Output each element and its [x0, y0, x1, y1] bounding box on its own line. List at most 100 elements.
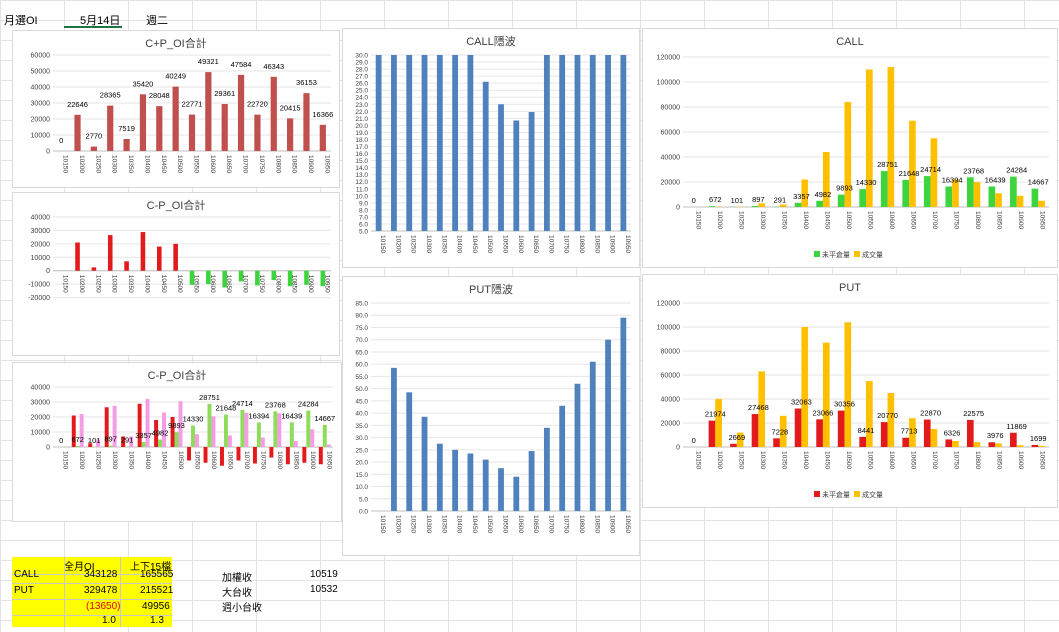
summary-value-a[interactable]: 1.0	[102, 615, 116, 626]
bar-series	[375, 55, 382, 231]
summary-value-a[interactable]: 329478	[84, 585, 118, 596]
close-label[interactable]: 週小台收	[222, 603, 262, 614]
close-value[interactable]: 10519	[310, 569, 338, 580]
bar-series	[141, 441, 146, 447]
y-tick-label: 10.0	[355, 484, 368, 491]
data-label: 29361	[214, 89, 235, 98]
bar-series	[211, 416, 216, 447]
x-tick-label: 10500	[845, 451, 852, 469]
bar-series	[205, 72, 212, 151]
data-label: 24284	[298, 400, 319, 409]
summary-value-b[interactable]: 49956	[142, 601, 170, 612]
chart-panel-cp-sum[interactable]: C+P_OI合計 0 10000 20000 30000 40000 50000 60000 1…	[12, 30, 340, 188]
bar-未平倉量	[966, 419, 974, 447]
sheet-tab-label[interactable]: 月選OI	[4, 15, 38, 27]
bar-series	[74, 114, 81, 151]
x-tick-label: 10400	[143, 275, 150, 293]
x-tick-label: 10550	[502, 235, 509, 253]
summary-value-a[interactable]: 343128	[84, 569, 118, 580]
data-label: 7228	[772, 427, 789, 436]
chart-panel-cp-combo[interactable]: C-P_OI合計 0 10000 20000 30000 40000 10150 10200 1…	[12, 362, 342, 522]
x-tick-label: 10650	[226, 451, 233, 469]
bar-series	[174, 432, 179, 447]
data-label: 32063	[791, 398, 812, 407]
bar-成交量	[1016, 195, 1024, 207]
y-tick-label: 0	[676, 205, 680, 212]
sheet-date[interactable]: 5月14日	[80, 15, 121, 27]
bar-成交量	[758, 371, 766, 447]
chart-put-iv: PUT隱波 0.0 5.0 10.0 15.0 20.0 25.0 30.0 35.0 40.0 4…	[355, 282, 631, 533]
legend-label: 未平倉量	[822, 250, 850, 259]
y-tick-label: 35.0	[355, 423, 368, 430]
x-tick-label: 10800	[578, 235, 585, 253]
y-tick-label: 60000	[31, 53, 51, 60]
bar-series	[482, 81, 489, 231]
bar-series	[620, 317, 627, 511]
x-tick-label: 10250	[737, 211, 744, 229]
x-tick-label: 10700	[931, 451, 938, 469]
y-tick-label: 20000	[31, 415, 51, 422]
chart-panel-put-oi[interactable]: PUT 0 20000 40000 60000 80000 100000 120000 1015…	[642, 274, 1058, 508]
x-tick-label: 10300	[111, 275, 118, 293]
bar-series	[306, 410, 311, 447]
bar-成交量	[930, 429, 938, 447]
x-tick-label: 10400	[143, 155, 150, 173]
bar-成交量	[1016, 445, 1024, 447]
chart-panel-cp-diff[interactable]: C-P_OI合計 -20000 -10000 0 10000 20000 30000 4000…	[12, 192, 340, 356]
close-label[interactable]: 加權收	[222, 573, 252, 584]
bar-series	[71, 415, 76, 447]
summary-value-a[interactable]: (13650)	[86, 601, 121, 612]
bar-series	[203, 447, 208, 463]
x-tick-label: 10200	[716, 211, 723, 229]
x-tick-label: 10550	[194, 451, 201, 469]
data-label: 46343	[263, 62, 284, 71]
x-tick-label: 10550	[502, 515, 509, 533]
bar-series	[436, 55, 443, 231]
summary-value-b[interactable]: 1.3	[150, 615, 164, 626]
bar-series	[206, 270, 211, 285]
bar-未平倉量	[708, 206, 716, 207]
y-tick-label: 26.0	[355, 81, 368, 88]
y-tick-label: 40000	[31, 215, 51, 222]
x-tick-label: 10800	[274, 275, 281, 293]
bar-series	[605, 55, 611, 231]
x-tick-label: 10800	[974, 211, 981, 229]
bar-series	[391, 55, 397, 231]
data-label: 14667	[1028, 178, 1049, 187]
y-tick-label: 55.0	[355, 374, 368, 381]
data-label: 16394	[942, 176, 963, 185]
summary-label[interactable]: PUT	[14, 585, 34, 596]
summary-value-b[interactable]: 215521	[140, 585, 174, 596]
close-value[interactable]: 10532	[310, 584, 338, 595]
data-label: 22646	[67, 100, 88, 109]
x-tick-label: 10300	[425, 235, 432, 253]
chart-panel-call-oi[interactable]: CALL 0 20000 40000 60000 80000 100000 120000 101…	[642, 28, 1058, 268]
close-label[interactable]: 大台收	[222, 588, 252, 599]
summary-head-month[interactable]: 全月OI	[64, 562, 95, 573]
summary-label[interactable]: CALL	[14, 569, 40, 580]
x-tick-label: 10250	[94, 275, 101, 293]
legend-swatch	[854, 491, 860, 497]
data-label: 23768	[963, 166, 984, 175]
chart-panel-put-iv[interactable]: PUT隱波 0.0 5.0 10.0 15.0 20.0 25.0 30.0 35.0 40.0 4…	[342, 276, 640, 556]
data-label: 4982	[815, 190, 832, 199]
bar-未平倉量	[945, 439, 953, 447]
y-tick-label: 80.0	[355, 313, 368, 320]
data-label: 291	[774, 196, 787, 205]
x-tick-label: 10700	[547, 515, 554, 533]
bar-series	[273, 411, 278, 447]
y-tick-label: 30.0	[355, 53, 368, 60]
data-label: 0	[692, 196, 696, 205]
data-label: 16439	[281, 411, 302, 420]
chart-panel-call-iv[interactable]: CALL隱波 5.0 6.0 7.0 8.0 9.0 10.0 11.0 12.0 13.0 14.…	[342, 28, 640, 268]
summary-head-range[interactable]: 上下15檔	[130, 562, 172, 573]
data-label: 11869	[1007, 422, 1027, 431]
bar-series	[244, 412, 249, 447]
bar-未平倉量	[859, 436, 866, 447]
sheet-weekday[interactable]: 週二	[146, 15, 168, 27]
y-tick-label: 5.0	[359, 229, 368, 236]
summary-value-b[interactable]: 165565	[140, 569, 174, 580]
bar-series	[277, 413, 282, 447]
y-tick-label: 9.0	[359, 200, 368, 207]
data-label: 28365	[100, 91, 121, 100]
